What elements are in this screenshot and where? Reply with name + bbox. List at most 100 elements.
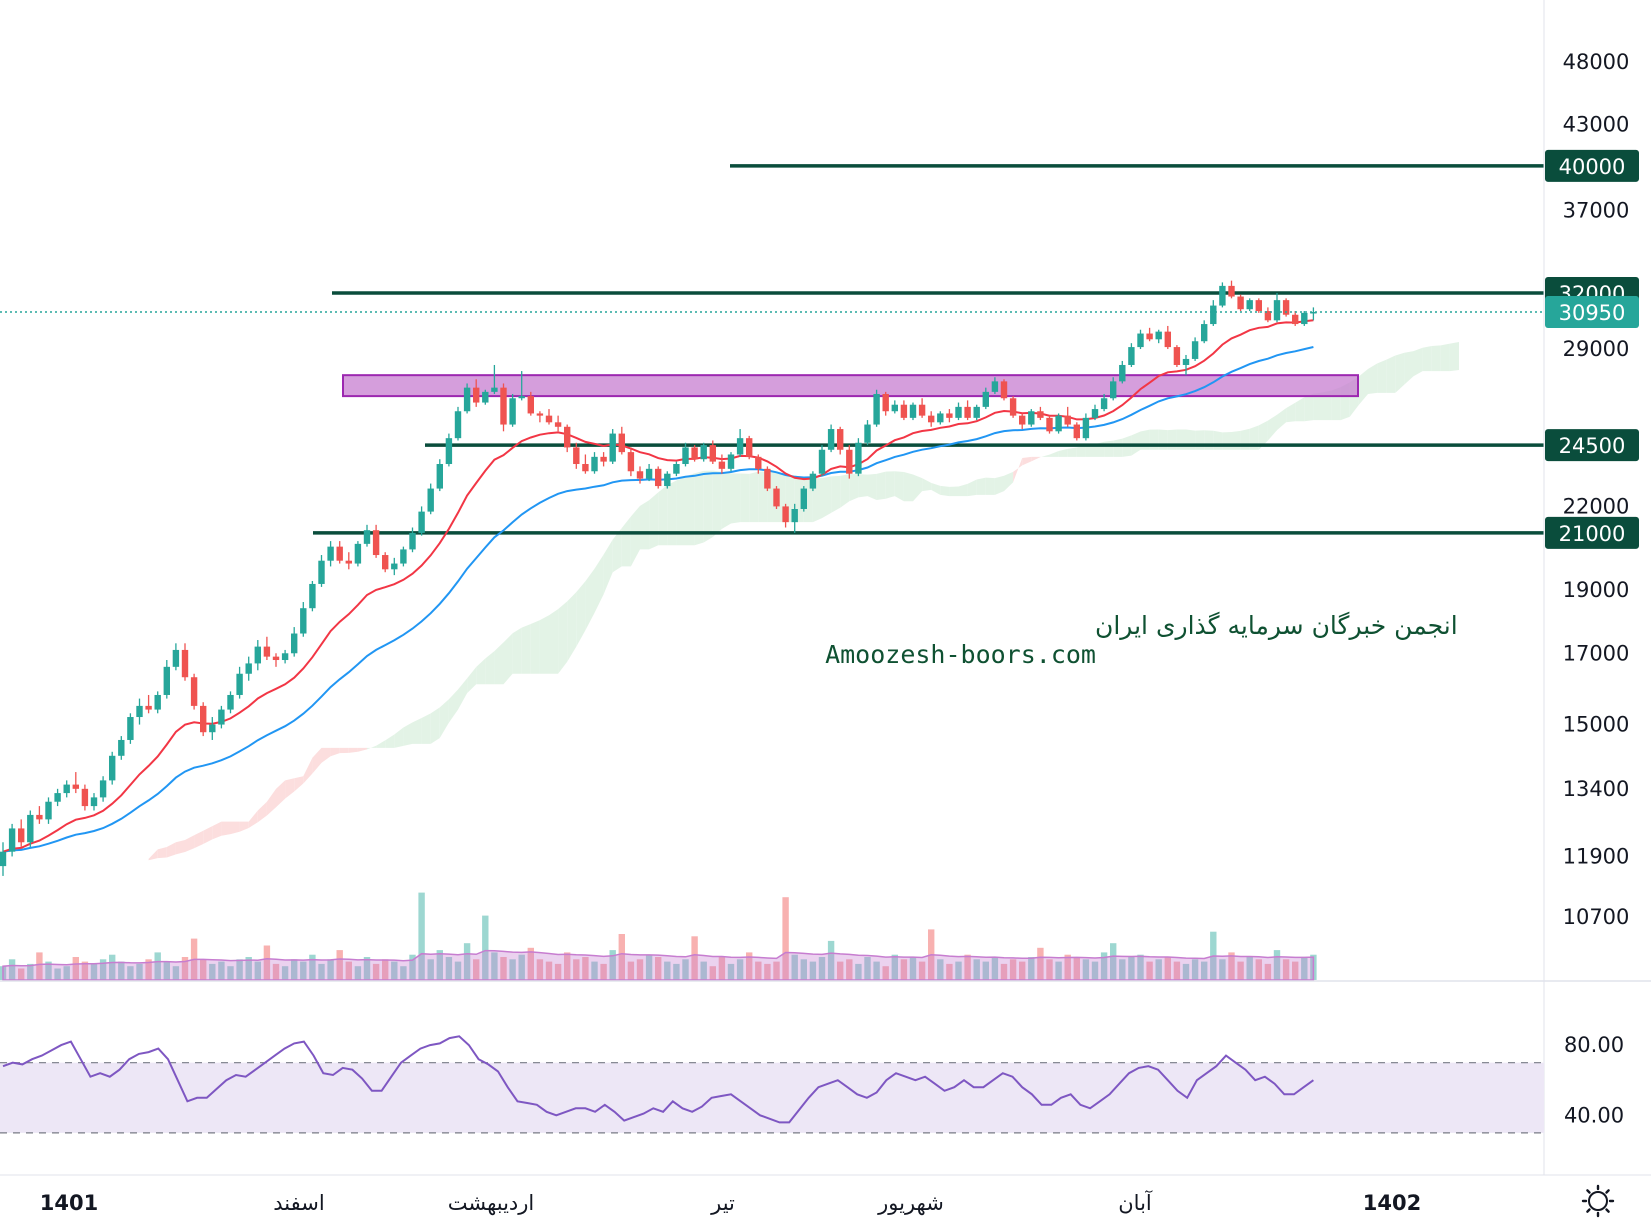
candle — [445, 433, 453, 467]
volume-bar — [1264, 963, 1272, 980]
cloud-segment — [676, 476, 686, 546]
cloud-segment — [512, 627, 522, 674]
cloud-segment — [949, 486, 959, 497]
candle — [800, 486, 807, 512]
cloud-segment — [840, 474, 850, 508]
volume-bar — [300, 961, 307, 980]
volume-bar — [163, 961, 170, 980]
cloud-segment — [1022, 456, 1032, 466]
time-axis[interactable]: 1401 اسفند اردیبهشت تیر شهریور آبان 1402 — [40, 1190, 1421, 1215]
candle — [99, 776, 107, 802]
cloud-segment — [403, 722, 413, 746]
volume-bar — [200, 959, 207, 980]
volume-bar — [99, 959, 107, 980]
volume-bar — [818, 957, 826, 980]
resistance-zone[interactable] — [342, 374, 1359, 398]
candle — [1000, 379, 1008, 401]
candle — [827, 424, 835, 453]
volume-bar — [664, 961, 671, 980]
candle — [354, 541, 362, 567]
cloud-segment — [212, 821, 222, 840]
cloud-segment — [1295, 397, 1305, 422]
cloud-segment — [221, 821, 231, 836]
settings-gear-icon[interactable] — [1581, 1184, 1615, 1218]
candle — [300, 602, 307, 637]
volume-bar — [600, 963, 607, 980]
cloud-segment — [858, 474, 868, 498]
candle — [1164, 325, 1171, 350]
volume-bar — [354, 966, 362, 980]
volume-bar — [791, 954, 798, 980]
cloud-segment — [958, 483, 968, 497]
cloud-segment — [157, 846, 167, 859]
volume-bar — [391, 961, 398, 980]
cloud-segment — [712, 470, 722, 537]
cloud-segment — [348, 747, 358, 753]
volume-bar — [382, 959, 389, 980]
candle — [673, 461, 680, 477]
volume-bar — [682, 959, 689, 980]
candle — [1037, 406, 1044, 421]
candle — [245, 656, 252, 681]
cloud-segment — [1286, 402, 1296, 423]
volume-bar — [1055, 961, 1062, 980]
candle — [973, 404, 980, 421]
candle — [45, 797, 52, 824]
volume-bar — [1009, 959, 1017, 980]
cloud-segment — [1231, 430, 1241, 450]
volume-bar — [1237, 961, 1244, 980]
volume-bar — [8, 959, 16, 980]
cloud-segment — [694, 470, 704, 546]
cloud-segment — [303, 757, 313, 784]
cloud-segment — [940, 485, 950, 497]
volume-bar — [882, 966, 889, 980]
candle — [218, 705, 225, 729]
cloud-segment — [185, 835, 195, 853]
volume-bar — [1128, 957, 1135, 980]
candle — [200, 702, 207, 737]
candle — [600, 452, 607, 467]
candle — [991, 377, 999, 394]
volume-bar — [1046, 959, 1053, 980]
volume-bar — [864, 957, 871, 980]
cloud-segment — [1368, 363, 1378, 394]
volume-bar — [673, 963, 680, 980]
candle — [682, 442, 689, 467]
price-label-badge: 21000 — [1545, 516, 1639, 549]
candle — [345, 552, 352, 570]
cloud-segment — [1222, 431, 1232, 450]
candle — [482, 389, 489, 405]
volume-bar — [45, 961, 52, 980]
candle — [1173, 345, 1181, 368]
candle — [1282, 298, 1290, 317]
volume-bar — [363, 957, 371, 980]
candle — [0, 842, 7, 876]
cloud-segment — [1313, 392, 1323, 421]
candle — [336, 541, 343, 564]
price-tick-label: 29000 — [1563, 337, 1630, 361]
volume-bar — [127, 966, 134, 980]
volume-bar — [1028, 957, 1035, 980]
volume-bar — [691, 936, 698, 980]
volume-bar — [272, 963, 280, 980]
candle — [136, 698, 143, 725]
cloud-segment — [922, 478, 932, 492]
cloud-segment — [521, 624, 531, 674]
cloud-segment — [867, 473, 877, 500]
candle — [518, 371, 525, 401]
cloud-segment — [576, 581, 586, 647]
candle — [309, 580, 316, 612]
cloud-segment — [876, 471, 886, 500]
cloud-segment — [822, 476, 832, 519]
rsi-line — [2, 1035, 1314, 1124]
volume-bar — [900, 959, 908, 980]
svg-text:30950: 30950 — [1559, 301, 1626, 325]
cloud-segment — [1113, 438, 1123, 457]
volume-bar — [418, 892, 425, 980]
cloud-segment — [294, 776, 304, 792]
cloud-segment — [913, 474, 923, 502]
cloud-segment — [849, 474, 859, 502]
price-axis[interactable]: 48000 43000 37000 29000 22000 19000 17000 15000… — [1563, 50, 1630, 929]
